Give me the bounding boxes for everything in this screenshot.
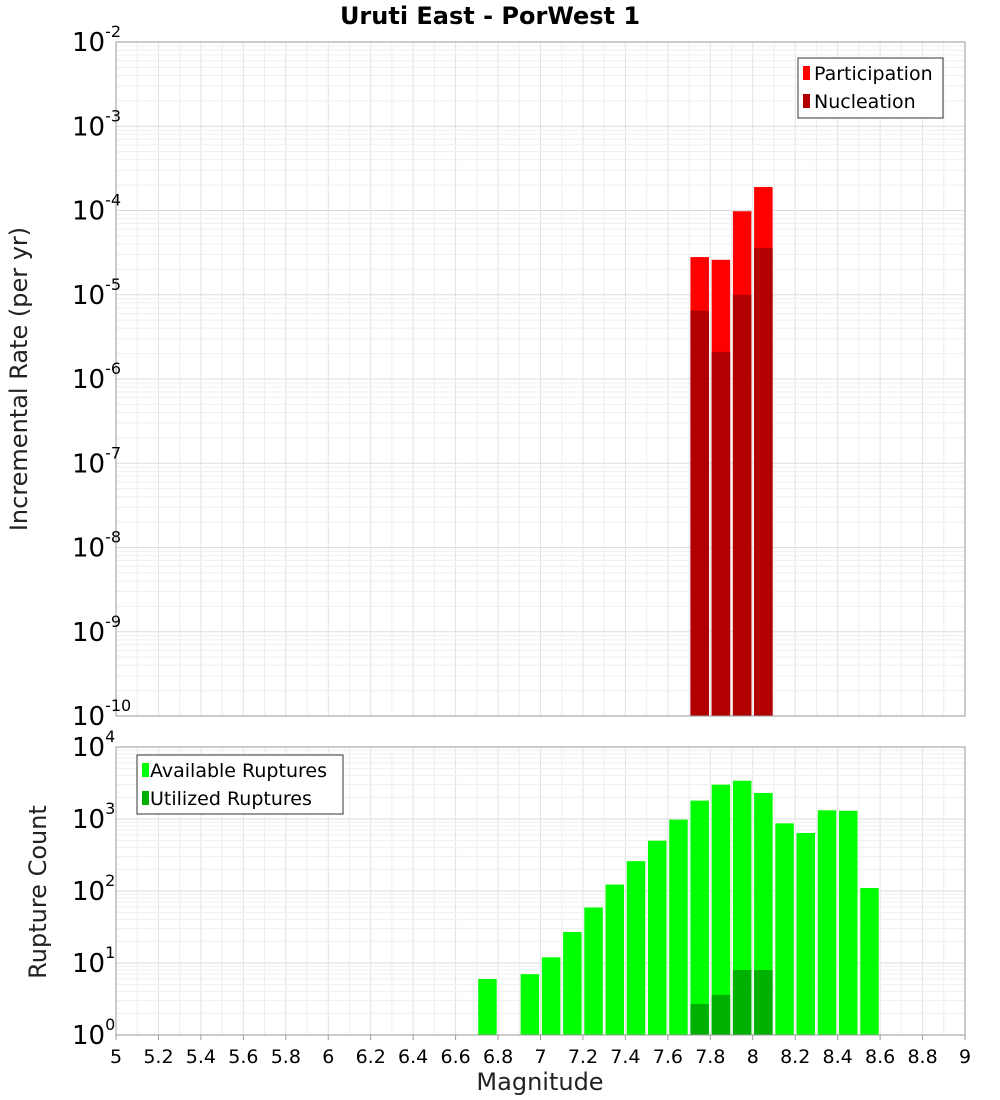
rupture-bar-available-ruptures xyxy=(711,784,731,1035)
rupture-y-tick-label: 103 xyxy=(72,799,115,835)
rate-y-axis-label: Incremental Rate (per yr) xyxy=(5,227,33,531)
x-tick-label: 5.4 xyxy=(186,1046,216,1068)
rate-y-tick-label: 10-6 xyxy=(72,359,121,395)
rupture-bar-available-ruptures xyxy=(817,810,837,1035)
rupture-bar-available-ruptures xyxy=(605,884,625,1035)
rate-legend: Participation Nucleation xyxy=(797,57,944,119)
legend-swatch-utilized xyxy=(142,791,149,805)
x-tick-label: 6.4 xyxy=(398,1046,428,1068)
rupture-bar-available-ruptures xyxy=(478,978,497,1035)
legend-label-available: Available Ruptures xyxy=(150,760,327,782)
x-tick-label: 8.4 xyxy=(823,1046,853,1068)
rate-bar-nucleation xyxy=(690,310,709,716)
rupture-bar-available-ruptures xyxy=(839,810,858,1035)
x-tick-label: 6 xyxy=(322,1046,334,1068)
x-tick-label: 5.2 xyxy=(143,1046,173,1068)
rate-y-tick-label: 10-4 xyxy=(72,191,121,227)
x-tick-label: 7.6 xyxy=(653,1046,683,1068)
legend-label-utilized: Utilized Ruptures xyxy=(150,788,312,810)
rupture-bar-available-ruptures xyxy=(669,819,688,1035)
x-tick-label: 9 xyxy=(959,1046,971,1068)
rupture-plot: 100 101 102 103 104 5 5.2 5.4 5.6 5.8 6 6.2 6.4 6.6 6… xyxy=(24,727,971,1096)
x-tick-label: 6.8 xyxy=(483,1046,513,1068)
rate-y-tick-label: 10-3 xyxy=(72,106,121,142)
x-ticks: 5 5.2 5.4 5.6 5.8 6 6.2 6.4 6.6 6.8 7 7.2 7.4 7.6 7.8 8… xyxy=(110,1035,971,1068)
legend-label-nucleation: Nucleation xyxy=(814,91,916,113)
rate-y-tick-label: 10-9 xyxy=(72,612,121,648)
legend-swatch-nucleation xyxy=(803,94,810,108)
rate-y-tick-label: 10-10 xyxy=(72,696,131,732)
x-tick-label: 5.6 xyxy=(228,1046,258,1068)
rupture-bar-utilized-ruptures xyxy=(732,969,752,1035)
rupture-bar-available-ruptures xyxy=(626,861,646,1035)
rupture-bar-available-ruptures xyxy=(796,832,816,1035)
x-tick-label: 8.6 xyxy=(865,1046,895,1068)
legend-swatch-available xyxy=(142,763,149,777)
x-tick-label: 6.2 xyxy=(356,1046,386,1068)
legend-swatch-participation xyxy=(803,66,810,80)
legend-label-participation: Participation xyxy=(814,63,933,85)
rupture-legend: Available Ruptures Utilized Ruptures xyxy=(136,754,344,815)
x-tick-label: 7.2 xyxy=(568,1046,598,1068)
rate-y-tick-label: 10-8 xyxy=(72,528,121,564)
rupture-bars xyxy=(478,780,879,1035)
rupture-bar-available-ruptures xyxy=(520,974,540,1035)
rate-y-tick-label: 10-5 xyxy=(72,275,121,311)
rupture-bar-utilized-ruptures xyxy=(711,994,731,1035)
rupture-bar-utilized-ruptures xyxy=(690,1003,709,1035)
rate-plot-frame xyxy=(115,41,966,717)
rate-plot: 10-10 10-9 10-8 10-7 10-6 10-5 10-4 10-3 10-2 In… xyxy=(5,22,966,732)
rupture-y-tick-label: 101 xyxy=(72,943,115,979)
rupture-bar-available-ruptures xyxy=(775,823,794,1035)
rate-bars xyxy=(690,187,773,716)
x-tick-label: 5.8 xyxy=(271,1046,301,1068)
rate-grid xyxy=(115,42,966,717)
x-axis-label: Magnitude xyxy=(476,1068,603,1096)
x-tick-label: 8.8 xyxy=(907,1046,937,1068)
rupture-y-ticks: 100 101 102 103 104 xyxy=(72,727,115,1051)
x-tick-label: 7.8 xyxy=(695,1046,725,1068)
x-tick-label: 7 xyxy=(534,1046,546,1068)
rupture-y-tick-label: 104 xyxy=(72,727,115,763)
rupture-y-axis-label: Rupture Count xyxy=(24,805,52,979)
rupture-legend-box xyxy=(136,754,344,815)
rupture-bar-available-ruptures xyxy=(690,800,709,1035)
rupture-bar-utilized-ruptures xyxy=(754,969,773,1035)
chart-title: Uruti East - PorWest 1 xyxy=(340,2,640,30)
rupture-bar-available-ruptures xyxy=(860,888,879,1035)
rate-y-tick-label: 10-7 xyxy=(72,443,121,479)
x-tick-label: 7.4 xyxy=(610,1046,640,1068)
x-tick-label: 8 xyxy=(747,1046,759,1068)
rupture-y-tick-label: 100 xyxy=(72,1015,115,1051)
rupture-bar-available-ruptures xyxy=(584,907,603,1035)
rate-bar-nucleation xyxy=(732,294,752,716)
rupture-bar-available-ruptures xyxy=(647,840,667,1035)
rate-bar-nucleation xyxy=(711,351,731,716)
rate-legend-box xyxy=(797,57,944,119)
rate-bar-nucleation xyxy=(754,247,773,716)
rupture-bar-available-ruptures xyxy=(541,957,561,1035)
rate-y-tick-label: 10-2 xyxy=(72,22,121,58)
rupture-bar-available-ruptures xyxy=(563,931,582,1035)
x-tick-label: 6.6 xyxy=(440,1046,470,1068)
x-tick-label: 8.2 xyxy=(780,1046,810,1068)
rupture-y-tick-label: 102 xyxy=(72,871,115,907)
x-tick-label: 5 xyxy=(110,1046,122,1068)
rate-y-ticks: 10-10 10-9 10-8 10-7 10-6 10-5 10-4 10-3 10-2 xyxy=(72,22,131,732)
